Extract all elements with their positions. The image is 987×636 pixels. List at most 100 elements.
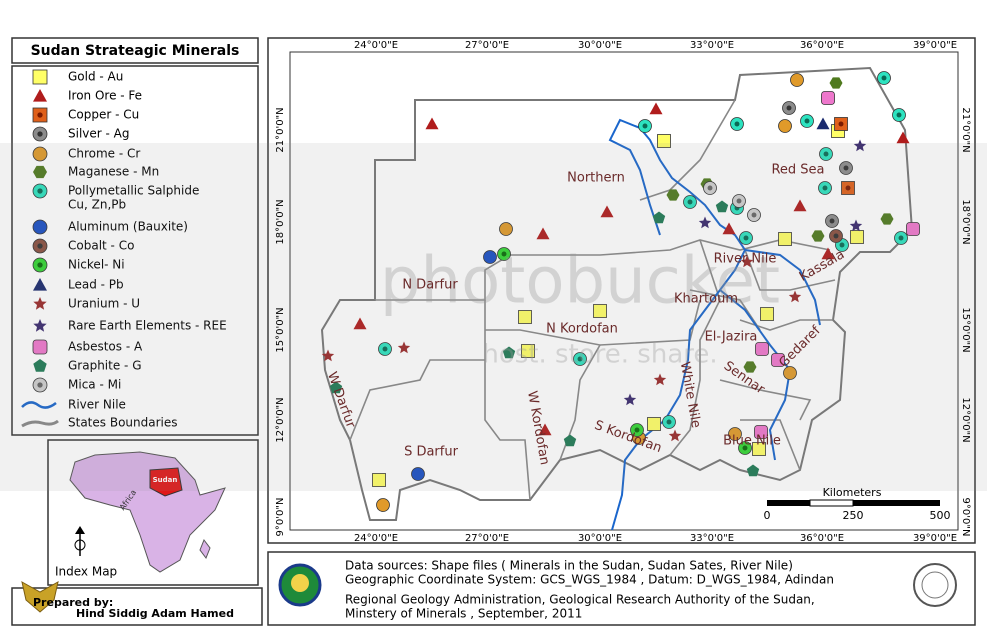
symbol-shape [623, 393, 637, 406]
sources-box [267, 551, 976, 626]
sources-line: Geographic Coordinate System: GCS_WGS_19… [345, 573, 834, 587]
mineral-symbol [906, 222, 920, 236]
symbol-shape [829, 77, 843, 89]
symbol-shape [652, 211, 666, 224]
scale-label: 0 [764, 509, 771, 522]
symbol-shape [783, 366, 797, 380]
mineral-symbol [623, 393, 637, 406]
legend-label: Aluminum (Bauxite) [68, 220, 188, 234]
mineral-symbol [657, 134, 671, 148]
symbol-shape [850, 230, 864, 244]
longitude-label: 24°0'0"E [354, 40, 398, 51]
mineral-symbol [778, 232, 792, 246]
mineral-symbol [771, 353, 785, 367]
mineral-symbol [33, 297, 47, 310]
symbol-shape [740, 255, 754, 268]
north-arrow [74, 526, 86, 556]
longitude-label: 39°0'0"E [913, 40, 957, 51]
longitude-label: 36°0'0"E [800, 533, 844, 544]
symbol-dot [736, 198, 742, 204]
mineral-symbol [841, 181, 855, 195]
symbol-shape [518, 310, 532, 324]
scale-bar [767, 499, 940, 507]
mineral-symbol [811, 230, 825, 242]
legend-label: Uranium - U [68, 297, 140, 311]
symbol-shape [33, 89, 47, 102]
mineral-symbol [33, 165, 47, 179]
mineral-symbol [829, 229, 843, 243]
symbol-shape [752, 442, 766, 456]
state-label: N Darfur [402, 278, 458, 293]
mineral-symbol [652, 211, 666, 224]
mineral-symbol [647, 417, 661, 431]
mineral-symbol [668, 429, 682, 442]
sudan-highlight [149, 467, 183, 497]
symbol-dot [634, 427, 640, 433]
symbol-dot [743, 235, 749, 241]
gra-logo [278, 563, 322, 607]
mineral-symbol [760, 307, 774, 321]
mineral-symbol [483, 250, 497, 264]
mineral-symbol [732, 194, 746, 208]
symbol-dot [37, 262, 43, 268]
longitude-label: 30°0'0"E [578, 40, 622, 51]
mineral-symbol [880, 213, 894, 225]
symbol-dot [734, 121, 740, 127]
scale-title: Kilometers [823, 486, 882, 499]
watermark-tagline: host. store. share. [482, 340, 717, 370]
state-label: Red Sea [771, 163, 824, 178]
symbol-shape [653, 373, 667, 386]
mineral-symbol [892, 108, 906, 122]
mineral-symbol [752, 442, 766, 456]
mineral-symbol [782, 101, 796, 115]
mineral-symbol [411, 467, 425, 481]
mineral-symbol [819, 147, 833, 161]
mineral-symbol [747, 208, 761, 222]
mineral-symbol [839, 161, 853, 175]
mineral-symbol [746, 464, 760, 477]
symbol-shape [499, 222, 513, 236]
mineral-symbol [728, 427, 742, 441]
symbol-shape [647, 417, 661, 431]
state-label: Khartoum [674, 292, 738, 307]
mineral-symbol [563, 434, 577, 447]
longitude-label: 27°0'0"E [465, 40, 509, 51]
mineral-symbol [32, 219, 48, 235]
legend-label: Cobalt - Co [68, 239, 134, 253]
mineral-symbol [754, 425, 768, 439]
mineral-symbol [33, 319, 47, 332]
title: Sudan Strateagic Minerals [31, 43, 240, 59]
mineral-symbol [778, 119, 792, 133]
symbol-shape [425, 117, 439, 130]
mineral-symbol [638, 119, 652, 133]
legend-label: Rare Earth Elements - REE [68, 319, 227, 333]
symbol-shape [849, 219, 863, 232]
symbol-dot [823, 151, 829, 157]
symbol-shape [33, 297, 47, 310]
symbol-shape [502, 346, 516, 359]
legend-label: River Nile [68, 398, 126, 412]
title-box [11, 37, 259, 64]
sources-line: Minstery of Minerals , September, 2011 [345, 607, 582, 621]
latitude-label: 9°0'0"N [275, 498, 286, 537]
symbol-shape [743, 361, 757, 373]
symbol-shape [321, 349, 335, 362]
mineral-symbol [33, 89, 47, 102]
watermark-band [0, 143, 987, 491]
symbol-shape [880, 213, 894, 225]
mineral-symbol [853, 139, 867, 152]
latitude-label: 12°0'0"N [275, 397, 286, 442]
symbol-dot [838, 121, 844, 127]
legend-label: Asbestos - A [68, 340, 143, 354]
symbol-shape [668, 429, 682, 442]
mineral-symbol [662, 415, 676, 429]
symbol-shape [538, 423, 552, 436]
legend-label: Gold - Au [68, 70, 123, 84]
symbol-dot [881, 75, 887, 81]
mineral-symbol [397, 341, 411, 354]
symbol-shape [821, 247, 835, 260]
symbol-shape [372, 473, 386, 487]
longitude-label: 24°0'0"E [354, 533, 398, 544]
symbol-dot [577, 356, 583, 362]
symbol-shape [728, 427, 742, 441]
